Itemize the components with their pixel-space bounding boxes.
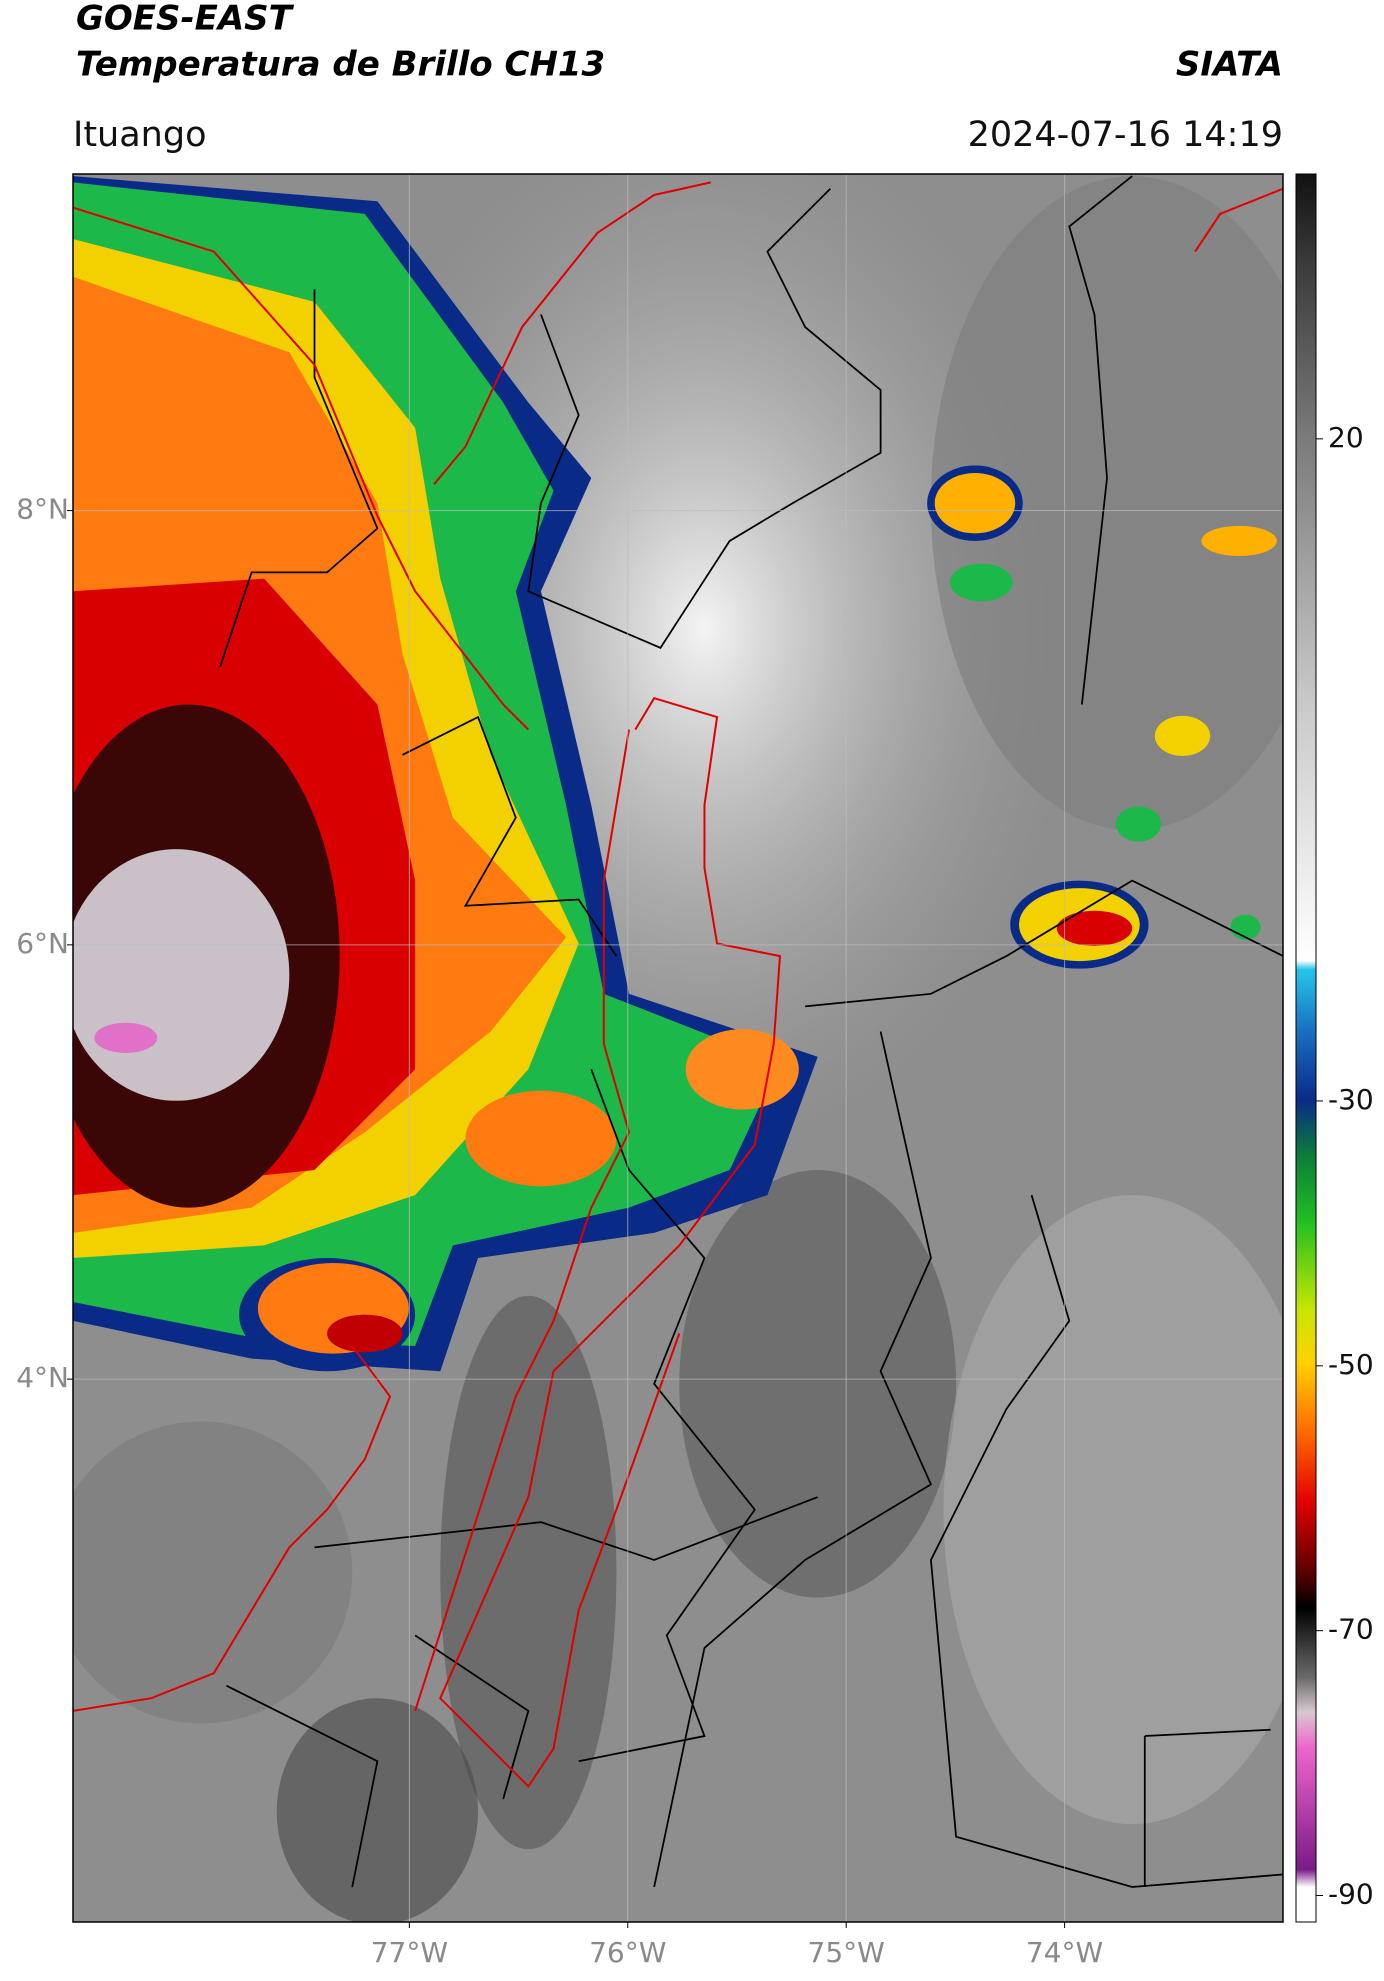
- colorbar-tick-label: -50: [1328, 1348, 1374, 1381]
- colorbar-tick-label: 20: [1328, 421, 1364, 454]
- y-tick-label: 6°N: [16, 927, 69, 960]
- satellite-image: [73, 174, 1283, 1922]
- y-tick-label: 4°N: [16, 1361, 69, 1394]
- x-tick-label: 76°W: [589, 1936, 666, 1969]
- brand: SIATA: [1176, 45, 1283, 85]
- x-tick-label: 75°W: [808, 1936, 885, 1969]
- colorbar-tick-label: -90: [1328, 1878, 1374, 1911]
- title: GOES-EAST: [76, 0, 295, 39]
- subtitle: Temperatura de Brillo CH13: [76, 45, 605, 85]
- y-tick-label: 8°N: [16, 493, 69, 526]
- datetime: 2024-07-16 14:19: [968, 115, 1283, 155]
- location: Ituango: [73, 115, 207, 155]
- grid: [73, 174, 1283, 1922]
- x-tick-label: 74°W: [1026, 1936, 1103, 1969]
- map-frame: [72, 173, 1284, 1923]
- x-tick-label: 77°W: [371, 1936, 448, 1969]
- colorbar-tick-label: -70: [1328, 1613, 1374, 1646]
- colorbar-tick-label: -30: [1328, 1083, 1374, 1116]
- colorbar: [1295, 173, 1317, 1923]
